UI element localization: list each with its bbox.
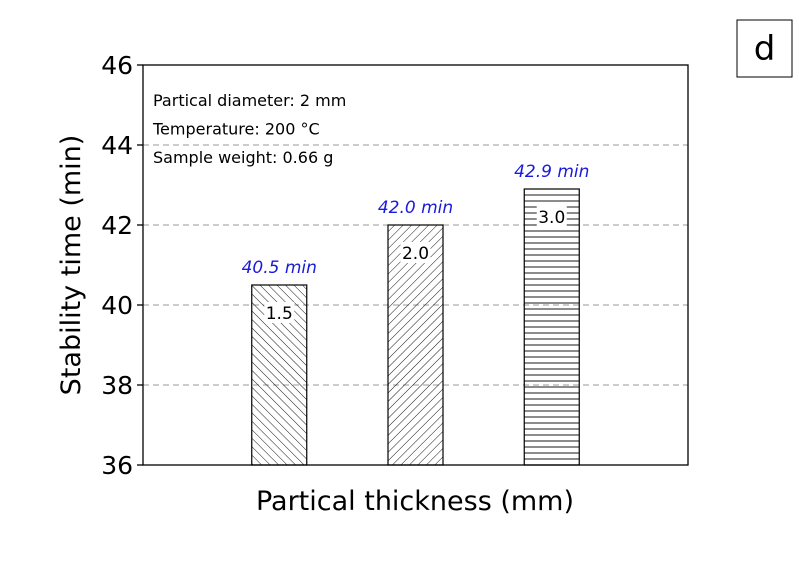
panel-label-box (736, 19, 793, 78)
category-label-bg (400, 242, 431, 263)
annotation-text: Sample weight: 0.66 g (153, 148, 333, 167)
x-axis-label: Partical thickness (mm) (256, 486, 574, 517)
bars: 1.5 40.5 min 2.0 42.0 min 3.0 42.9 min (242, 162, 589, 466)
annotation-text: Partical diameter: 2 mm (153, 91, 346, 110)
value-label: 42.0 min (378, 198, 453, 218)
category-label: 3.0 (538, 208, 565, 228)
y-tick-label: 46 (101, 51, 133, 80)
plot-frame (142, 64, 689, 466)
bar-3.0 (523, 188, 580, 466)
category-label: 1.5 (266, 304, 293, 324)
y-tick-label: 40 (101, 291, 133, 320)
value-label: 40.5 min (242, 258, 317, 278)
annotation-text: Temperature: 200 °C (152, 120, 320, 139)
y-tick-label: 38 (101, 371, 133, 400)
category-label-bg (536, 206, 567, 227)
category-label-bg (264, 302, 295, 323)
value-label: 42.9 min (514, 162, 589, 182)
y-tick-label: 44 (101, 131, 133, 160)
y-axis: 36 38 40 42 44 46 (101, 51, 143, 480)
annotations: Partical diameter: 2 mm Temperature: 200 … (152, 91, 346, 167)
panel-label: d (754, 29, 776, 69)
bar-2.0 (387, 224, 444, 466)
category-label: 2.0 (402, 244, 429, 264)
y-axis-label: Stability time (min) (56, 135, 87, 396)
y-tick-label: 36 (101, 451, 133, 480)
y-tick-label: 42 (101, 211, 133, 240)
